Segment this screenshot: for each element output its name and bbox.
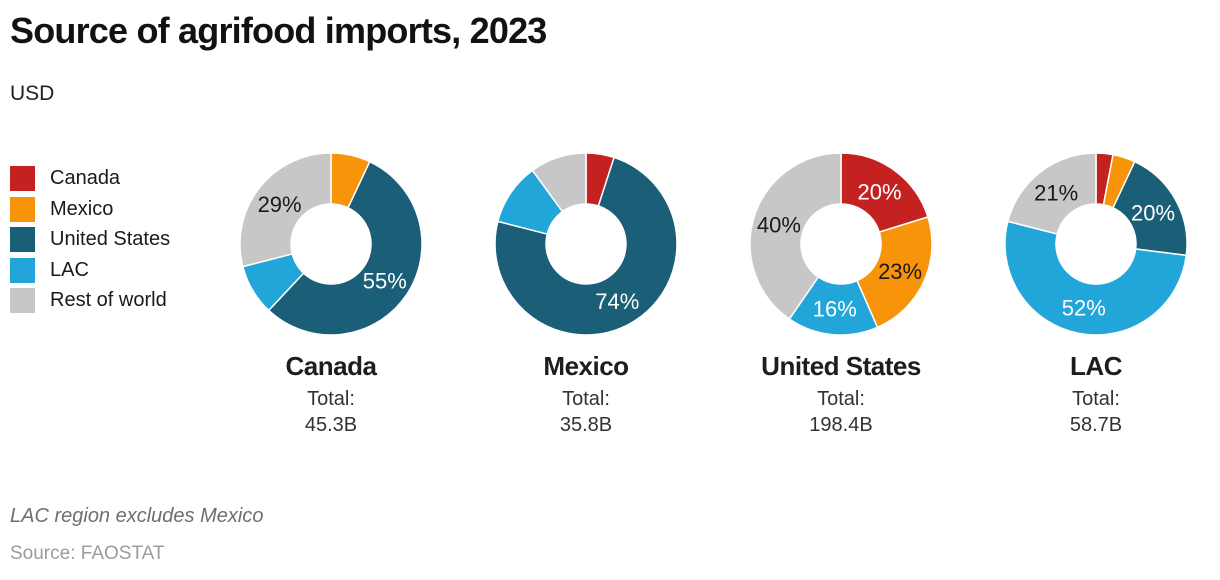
chart-total-label: Total:: [817, 388, 865, 410]
page-title: Source of agrifood imports, 2023: [10, 10, 547, 51]
donut-slice-rest-of-world: [749, 152, 842, 320]
legend-label: Rest of world: [50, 289, 167, 311]
donut-slice-united-states: [494, 156, 678, 336]
chart-title: Canada: [285, 351, 377, 381]
donut-slice-label-mexico: 23%: [878, 259, 922, 284]
donut-slice-label-rest-of-world: 29%: [258, 192, 302, 217]
donut-chart-lac: 20% 52% 21%: [1004, 152, 1188, 336]
donut-slice-label-rest-of-world: 21%: [1034, 181, 1078, 206]
donut-slice-united-states: [267, 160, 423, 336]
donut-chart-canada: 55% 29%: [239, 152, 423, 336]
legend-swatch-united-states: [10, 227, 35, 252]
legend-swatch-lac: [10, 257, 35, 283]
chart-united-states: 20% 23% 16% 40% United States Total: 198.4B: [714, 151, 968, 438]
chart-total-value: 45.3B: [304, 414, 358, 436]
donut-slice-rest-of-world: [531, 152, 587, 213]
chart-title: LAC: [1070, 351, 1122, 381]
chart-total-value: 35.8B: [559, 414, 613, 436]
chart-mexico: 74% Mexico Total: 35.8B: [459, 151, 713, 438]
legend-label: United States: [50, 228, 171, 250]
chart-title: Mexico: [543, 351, 629, 381]
donut-slice-label-united-states: 74%: [595, 289, 639, 314]
donut-slice-lac: [1004, 220, 1188, 336]
donut-slice-label-lac: 52%: [1062, 296, 1106, 321]
donut-slice-united-states: [1112, 160, 1188, 257]
legend-item-lac: LAC: [10, 257, 170, 283]
legend-item-rest-of-world: Rest of world: [10, 288, 170, 313]
footnote: LAC region excludes Mexico: [10, 505, 264, 527]
legend-label: Mexico: [50, 197, 114, 220]
chart-total-label: Total:: [307, 388, 355, 410]
chart-total-value: 58.7B: [1069, 414, 1123, 436]
donut-chart-mexico: 74%: [494, 152, 678, 336]
legend: Canada Mexico United States LAC Rest of …: [10, 166, 170, 319]
legend-swatch-mexico: [10, 196, 35, 222]
donut-slice-canada: [840, 152, 929, 233]
donut-slice-rest-of-world: [1007, 152, 1097, 235]
legend-label: Canada: [50, 167, 121, 189]
chart-canada: 55% 29% Canada Total: 45.3B: [204, 151, 458, 438]
chart-lac: 20% 52% 21% LAC Total: 58.7B: [969, 151, 1220, 438]
donut-chart-united-states: 20% 23% 16% 40%: [749, 152, 933, 336]
chart-total-label: Total:: [562, 388, 610, 410]
chart-total-value: 198.4B: [809, 414, 873, 436]
donut-slice-label-united-states: 20%: [1131, 201, 1175, 226]
legend-item-mexico: Mexico: [10, 196, 170, 222]
donut-slice-mexico: [856, 216, 933, 329]
donut-slice-label-united-states: 55%: [363, 268, 407, 293]
legend-item-united-states: United States: [10, 227, 170, 252]
source-note: Source: FAOSTAT: [10, 543, 165, 564]
donut-slice-label-rest-of-world: 40%: [757, 213, 801, 238]
legend-swatch-canada: [10, 166, 35, 191]
page-subtitle: USD: [10, 82, 55, 105]
donut-slice-rest-of-world: [239, 152, 332, 268]
legend-item-canada: Canada: [10, 166, 170, 191]
donut-slice-label-lac: 16%: [813, 297, 857, 322]
legend-swatch-rest-of-world: [10, 288, 35, 313]
chart-title: United States: [761, 351, 921, 381]
donut-slice-label-canada: 20%: [857, 180, 901, 205]
legend-label: LAC: [50, 258, 89, 281]
chart-total-label: Total:: [1072, 388, 1120, 410]
